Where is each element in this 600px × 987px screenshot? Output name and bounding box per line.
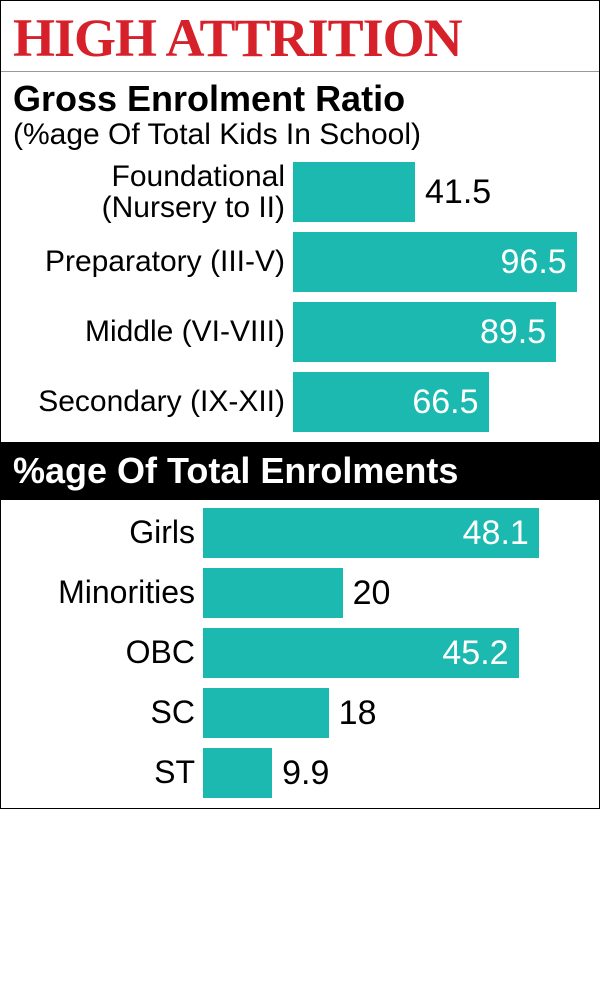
bar-row: SC 18 xyxy=(13,688,587,738)
bar-value: 20 xyxy=(343,574,391,613)
bar xyxy=(203,688,329,738)
bar-value: 9.9 xyxy=(272,754,329,793)
bar-label: ST xyxy=(13,756,203,790)
bar-label: Preparatory (III-V) xyxy=(13,246,293,278)
bar-area: 41.5 xyxy=(293,162,587,222)
bar-area: 66.5 xyxy=(293,372,587,432)
bar-row: Minorities 20 xyxy=(13,568,587,618)
bar-row: Preparatory (III-V) 96.5 xyxy=(13,232,587,292)
bar-label: Middle (VI-VIII) xyxy=(13,316,293,348)
bar-value: 66.5 xyxy=(412,383,488,422)
bar: 96.5 xyxy=(293,232,577,292)
bar-row: Foundational(Nursery to II) 41.5 xyxy=(13,162,587,222)
chart1-header: Gross Enrolment Ratio (%age Of Total Kid… xyxy=(1,72,599,154)
bar-label: Girls xyxy=(13,516,203,550)
bar-area: 48.1 xyxy=(203,508,587,558)
bar xyxy=(203,568,343,618)
chart1-title: Gross Enrolment Ratio xyxy=(13,78,587,120)
bar-row: Middle (VI-VIII) 89.5 xyxy=(13,302,587,362)
bar-label: Minorities xyxy=(13,576,203,610)
bar-row: ST 9.9 xyxy=(13,748,587,798)
bar-value: 18 xyxy=(329,694,377,733)
bar: 48.1 xyxy=(203,508,539,558)
bar: 45.2 xyxy=(203,628,519,678)
bar-area: 89.5 xyxy=(293,302,587,362)
bar xyxy=(293,162,415,222)
bar-area: 96.5 xyxy=(293,232,587,292)
bar-row: OBC 45.2 xyxy=(13,628,587,678)
bar-area: 9.9 xyxy=(203,748,587,798)
bar xyxy=(203,748,272,798)
bar-label: SC xyxy=(13,696,203,730)
chart1-bars: Foundational(Nursery to II) 41.5 Preparato… xyxy=(1,154,599,442)
bar-value: 96.5 xyxy=(501,243,577,282)
bar-area: 20 xyxy=(203,568,587,618)
bar-label: Foundational(Nursery to II) xyxy=(13,161,293,224)
bar-row: Secondary (IX-XII) 66.5 xyxy=(13,372,587,432)
main-title: HIGH ATTRITION xyxy=(1,1,599,72)
bar: 66.5 xyxy=(293,372,489,432)
chart2-header: %age Of Total Enrolments xyxy=(1,442,599,500)
bar-area: 45.2 xyxy=(203,628,587,678)
bar-value: 89.5 xyxy=(480,313,556,352)
bar-label: Secondary (IX-XII) xyxy=(13,386,293,418)
bar-value: 45.2 xyxy=(442,634,518,673)
bar-area: 18 xyxy=(203,688,587,738)
bar-value: 48.1 xyxy=(463,514,539,553)
chart2-bars: Girls 48.1 Minorities 20 OBC 45.2 SC 18 ST 9.9 xyxy=(1,500,599,808)
bar: 89.5 xyxy=(293,302,556,362)
bar-value: 41.5 xyxy=(415,173,491,212)
bar-row: Girls 48.1 xyxy=(13,508,587,558)
bar-label: OBC xyxy=(13,636,203,670)
infographic-container: HIGH ATTRITION Gross Enrolment Ratio (%a… xyxy=(0,0,600,809)
chart1-subtitle: (%age Of Total Kids In School) xyxy=(13,118,587,152)
